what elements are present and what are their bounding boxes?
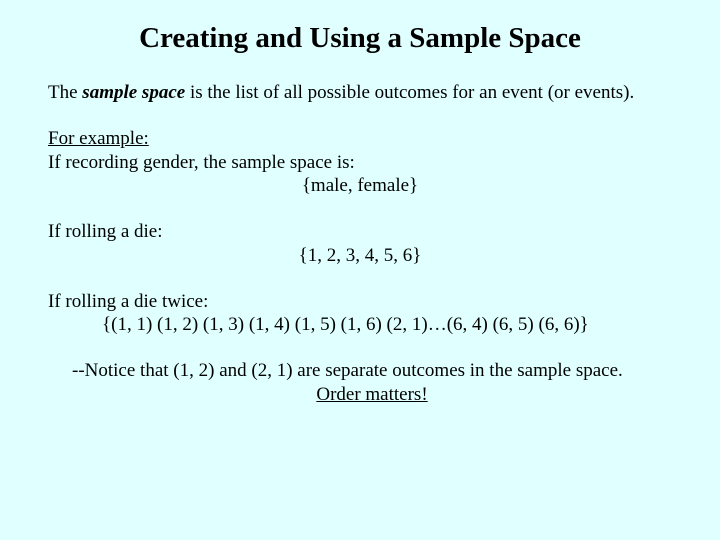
slide: Creating and Using a Sample Space The sa… bbox=[0, 0, 720, 540]
die-twice-set: {(1, 1) (1, 2) (1, 3) (1, 4) (1, 5) (1, … bbox=[102, 313, 672, 337]
die-line: If rolling a die: bbox=[48, 220, 672, 244]
order-matters: Order matters! bbox=[316, 384, 427, 405]
slide-body: The sample space is the list of all poss… bbox=[48, 81, 672, 407]
example-label: For example: bbox=[48, 128, 149, 149]
intro-paragraph: The sample space is the list of all poss… bbox=[48, 81, 672, 105]
intro-term: sample space bbox=[82, 82, 185, 103]
die-twice-block: If rolling a die twice: {(1, 1) (1, 2) (… bbox=[48, 290, 672, 338]
die-set: {1, 2, 3, 4, 5, 6} bbox=[48, 244, 672, 268]
gender-set: {male, female} bbox=[48, 174, 672, 198]
die-block: If rolling a die: {1, 2, 3, 4, 5, 6} bbox=[48, 220, 672, 268]
notice-block: --Notice that (1, 2) and (2, 1) are sepa… bbox=[72, 359, 672, 407]
notice-text: --Notice that (1, 2) and (2, 1) are sepa… bbox=[72, 359, 672, 383]
intro-rest: is the list of all possible outcomes for… bbox=[185, 82, 634, 103]
gender-line: If recording gender, the sample space is… bbox=[48, 151, 672, 175]
example-block: For example: If recording gender, the sa… bbox=[48, 127, 672, 198]
die-twice-line: If rolling a die twice: bbox=[48, 290, 672, 314]
intro-prefix: The bbox=[48, 82, 82, 103]
slide-title: Creating and Using a Sample Space bbox=[48, 22, 672, 55]
